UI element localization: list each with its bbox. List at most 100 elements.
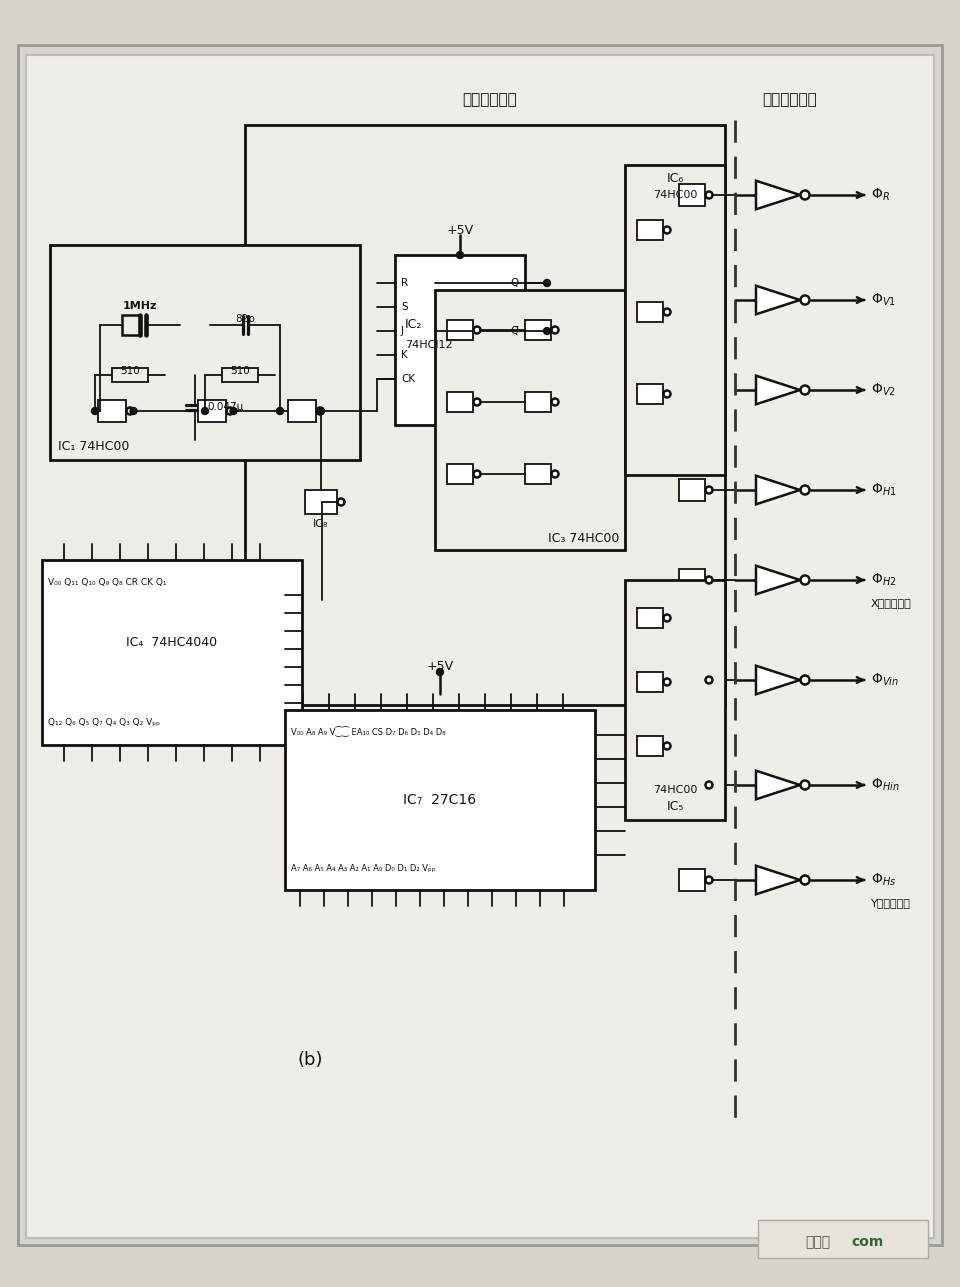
Circle shape: [663, 227, 670, 233]
Text: $\mathit{\Phi}_{H1}$: $\mathit{\Phi}_{H1}$: [871, 481, 897, 498]
Circle shape: [473, 471, 481, 477]
Text: $\mathit{\Phi}_{V2}$: $\mathit{\Phi}_{V2}$: [871, 382, 896, 398]
Circle shape: [551, 399, 559, 405]
Bar: [525, 393, 551, 412]
Circle shape: [801, 875, 809, 884]
Bar: [288, 400, 316, 422]
Text: +5V: +5V: [426, 659, 453, 673]
Circle shape: [127, 408, 133, 414]
Text: $\mathit{\Phi}_{Hin}$: $\mathit{\Phi}_{Hin}$: [871, 777, 900, 793]
Circle shape: [663, 743, 670, 749]
Circle shape: [318, 408, 324, 414]
Bar: [679, 569, 705, 591]
Circle shape: [473, 399, 481, 405]
Bar: [758, 1220, 928, 1257]
Bar: [679, 669, 705, 691]
Text: Q̅: Q̅: [511, 326, 519, 336]
Circle shape: [801, 485, 809, 494]
Circle shape: [801, 386, 809, 395]
Bar: [42, 560, 302, 745]
Text: Q₁₂ Q₆ Q₅ Q₇ Q₄ Q₃ Q₂ Vₚₚ: Q₁₂ Q₆ Q₅ Q₇ Q₄ Q₃ Q₂ Vₚₚ: [48, 718, 160, 727]
Bar: [447, 465, 473, 484]
Bar: [447, 393, 473, 412]
Text: 接线图: 接线图: [805, 1236, 830, 1248]
Bar: [637, 672, 663, 692]
Bar: [435, 290, 625, 550]
Circle shape: [801, 676, 809, 685]
Circle shape: [230, 408, 237, 414]
Bar: [222, 368, 258, 382]
Bar: [525, 320, 551, 340]
Text: 510: 510: [230, 366, 250, 376]
Text: $\mathit{\Phi}_{Vin}$: $\mathit{\Phi}_{Vin}$: [871, 672, 899, 689]
Bar: [122, 315, 140, 335]
Text: 时序逻辑电路: 时序逻辑电路: [463, 93, 517, 108]
Polygon shape: [756, 866, 800, 894]
Circle shape: [801, 190, 809, 199]
Bar: [679, 479, 705, 501]
Circle shape: [706, 192, 712, 198]
Circle shape: [276, 408, 283, 414]
Circle shape: [801, 780, 809, 789]
Bar: [305, 490, 337, 514]
Circle shape: [457, 251, 464, 259]
Text: CK: CK: [401, 375, 415, 384]
Circle shape: [801, 575, 809, 584]
Bar: [637, 220, 663, 239]
Circle shape: [227, 408, 233, 414]
Circle shape: [706, 577, 712, 583]
Bar: [245, 125, 725, 705]
Text: 电平转换电路: 电平转换电路: [762, 93, 817, 108]
Text: S: S: [401, 302, 408, 311]
Circle shape: [543, 279, 550, 287]
Circle shape: [663, 390, 670, 398]
Bar: [198, 400, 226, 422]
Text: IC₈: IC₈: [313, 519, 328, 529]
Text: IC₅: IC₅: [666, 799, 684, 812]
Polygon shape: [756, 476, 800, 505]
Circle shape: [338, 498, 345, 506]
Polygon shape: [756, 665, 800, 694]
Polygon shape: [756, 286, 800, 314]
Text: $\mathit{\Phi}_{H2}$: $\mathit{\Phi}_{H2}$: [871, 571, 897, 588]
Circle shape: [130, 408, 137, 414]
Bar: [625, 165, 725, 475]
Bar: [525, 465, 551, 484]
Text: Y轴扫描脉冲: Y轴扫描脉冲: [871, 898, 911, 909]
Text: 0.047μ: 0.047μ: [207, 403, 243, 413]
Text: V₀₀ A₈ A₉ V⁐⁐ EA₁₀ CS D₇ D₆ D₅ D₄ D₈: V₀₀ A₈ A₉ V⁐⁐ EA₁₀ CS D₇ D₆ D₅ D₄ D₈: [291, 727, 445, 737]
Circle shape: [706, 876, 712, 883]
Polygon shape: [756, 566, 800, 595]
Text: K: K: [401, 350, 408, 360]
Circle shape: [551, 471, 559, 477]
Text: IC₆: IC₆: [666, 172, 684, 185]
Bar: [637, 384, 663, 404]
Circle shape: [543, 327, 550, 335]
Circle shape: [706, 486, 712, 493]
Circle shape: [317, 408, 324, 414]
Text: IC₄  74HC4040: IC₄ 74HC4040: [127, 636, 218, 649]
Text: 74HC00: 74HC00: [653, 785, 697, 795]
Circle shape: [706, 781, 712, 789]
Bar: [637, 607, 663, 628]
Circle shape: [551, 327, 559, 333]
Text: $\mathit{\Phi}_{Hs}$: $\mathit{\Phi}_{Hs}$: [871, 871, 897, 888]
Circle shape: [801, 296, 809, 305]
Text: $\mathit{\Phi}_{V1}$: $\mathit{\Phi}_{V1}$: [871, 292, 896, 308]
Circle shape: [663, 309, 670, 315]
Bar: [395, 255, 525, 425]
Bar: [50, 245, 360, 459]
Text: IC₁ 74HC00: IC₁ 74HC00: [58, 439, 130, 453]
Text: IC₇  27C16: IC₇ 27C16: [403, 793, 476, 807]
Bar: [679, 773, 705, 795]
Polygon shape: [756, 771, 800, 799]
Circle shape: [706, 677, 712, 683]
Text: +5V: +5V: [446, 224, 473, 238]
Text: 510: 510: [120, 366, 140, 376]
Text: Q: Q: [511, 278, 519, 288]
Text: $\mathit{\Phi}_R$: $\mathit{\Phi}_R$: [871, 187, 890, 203]
Text: (b): (b): [298, 1051, 323, 1069]
Polygon shape: [756, 180, 800, 210]
Text: 74HCl12: 74HCl12: [405, 340, 452, 350]
Bar: [112, 368, 148, 382]
